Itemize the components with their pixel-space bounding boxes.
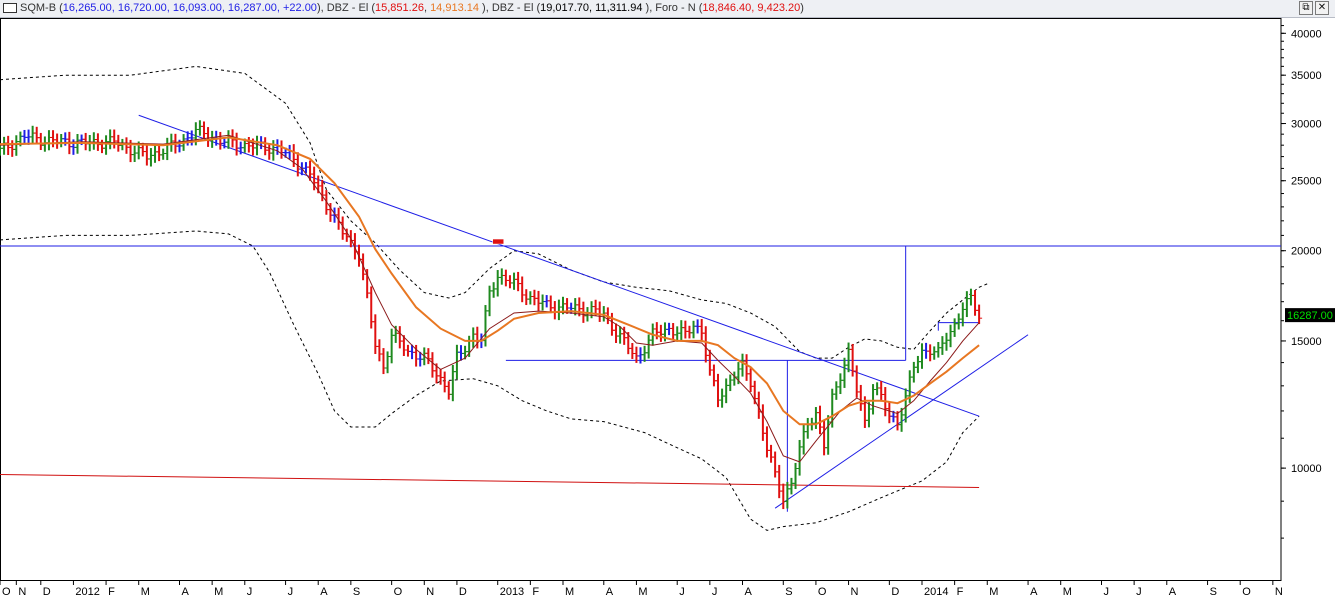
x-tick-label: F (532, 586, 539, 598)
y-tick-label: 20000 (1291, 246, 1322, 258)
x-tick-label: O (394, 586, 403, 598)
x-tick-label: S (785, 586, 792, 598)
restore-icon[interactable]: ⧉ (1299, 1, 1313, 15)
x-tick-label: N (851, 586, 859, 598)
legend-dbz1-a: 15,851.26 (375, 2, 424, 14)
x-tick-label: 2014 (924, 586, 948, 598)
y-tick-label: 15000 (1291, 336, 1322, 348)
x-tick-label: D (459, 586, 467, 598)
x-tick-label: M (638, 586, 647, 598)
legend-dbz1-b: 14,913.14 (430, 2, 479, 14)
x-tick-label: A (1169, 586, 1177, 598)
bollinger-upper-band (0, 65, 988, 359)
current-price-box (1285, 308, 1335, 323)
current-price-label: 16287.00 (1285, 308, 1335, 323)
x-tick-label: M (1063, 586, 1072, 598)
y-tick-label: 10000 (1291, 463, 1322, 475)
x-tick-label: J (288, 586, 294, 598)
x-tick-label: S (353, 586, 360, 598)
x-tick-label: M (141, 586, 150, 598)
legend-symbol-values: 16,265.00, 16,720.00, 16,093.00, 16,287.… (62, 2, 317, 14)
window-buttons: ⧉ ✕ (1299, 1, 1329, 15)
slow-moving-average (0, 136, 980, 426)
bollinger-bands (0, 65, 988, 531)
plot-border (0, 18, 1282, 581)
x-tick-label: O (818, 586, 827, 598)
x-tick-label: F (108, 586, 115, 598)
y-tick-label: 35000 (1291, 70, 1322, 82)
current-price-text: 16287.00 (1287, 310, 1333, 322)
close-icon[interactable]: ✕ (1315, 1, 1329, 15)
indicator-legend: SQM-B (16,265.00, 16,720.00, 16,093.00, … (20, 2, 804, 15)
x-tick-label: S (1210, 586, 1217, 598)
x-tick-label: J (679, 586, 685, 598)
x-tick-label: O (1242, 586, 1251, 598)
x-tick-label: A (182, 586, 190, 598)
legend-dbz2-values: 19,017.70, 11,311.94 (540, 2, 643, 14)
descending-trendline (138, 114, 980, 417)
y-tick-label: 25000 (1291, 176, 1322, 188)
x-tick-label: M (565, 586, 574, 598)
trend-lines (0, 114, 1281, 512)
x-tick-label: D (891, 586, 899, 598)
x-tick-label: A (606, 586, 614, 598)
chart-title-bar: SQM-B (16,265.00, 16,720.00, 16,093.00, … (0, 0, 1335, 18)
forum-flag-icon (492, 238, 504, 245)
legend-close: ) (800, 2, 804, 14)
x-tick-label: J (712, 586, 718, 598)
x-tick-label: D (43, 586, 51, 598)
x-tick-label: N (426, 586, 434, 598)
x-tick-label: N (18, 586, 26, 598)
x-tick-label: O (2, 586, 11, 598)
legend-foro-values: 18,846.40, 9,423.20 (702, 2, 801, 14)
chart-frame (0, 18, 1282, 581)
x-tick-label: A (1030, 586, 1038, 598)
y-tick-label: 30000 (1291, 119, 1322, 131)
bollinger-lower-band (0, 230, 980, 531)
legend-sep-3: ), Foro - N ( (642, 2, 703, 14)
legend-comma: , (423, 2, 431, 14)
price-bars (0, 120, 983, 510)
x-tick-label: 2013 (500, 586, 524, 598)
x-tick-label: F (957, 586, 964, 598)
legend-sep-1: ), DBZ - El ( (316, 2, 375, 14)
fast-moving-average (0, 134, 980, 463)
legend-sep-2: ), DBZ - El ( (479, 2, 541, 14)
moving-averages (0, 134, 980, 463)
x-tick-label: M (989, 586, 998, 598)
chart-window-icon (3, 3, 17, 13)
x-tick-label: N (1275, 586, 1283, 598)
x-tick-label: J (1136, 586, 1142, 598)
legend-symbol-label: SQM-B ( (20, 2, 63, 14)
x-tick-label: J (247, 586, 253, 598)
y-tick-label: 40000 (1291, 28, 1322, 40)
x-tick-label: A (320, 586, 328, 598)
price-chart[interactable]: 10000 15000 20000 25000 30000 35000 40000 16287… (0, 18, 1335, 598)
x-tick-label: J (1103, 586, 1109, 598)
x-tick-label: A (744, 586, 752, 598)
x-tick-label: M (214, 586, 223, 598)
axes: 10000 15000 20000 25000 30000 35000 40000 16287… (0, 25, 1335, 598)
x-tick-label: 2012 (75, 586, 99, 598)
floor-line (0, 474, 980, 488)
